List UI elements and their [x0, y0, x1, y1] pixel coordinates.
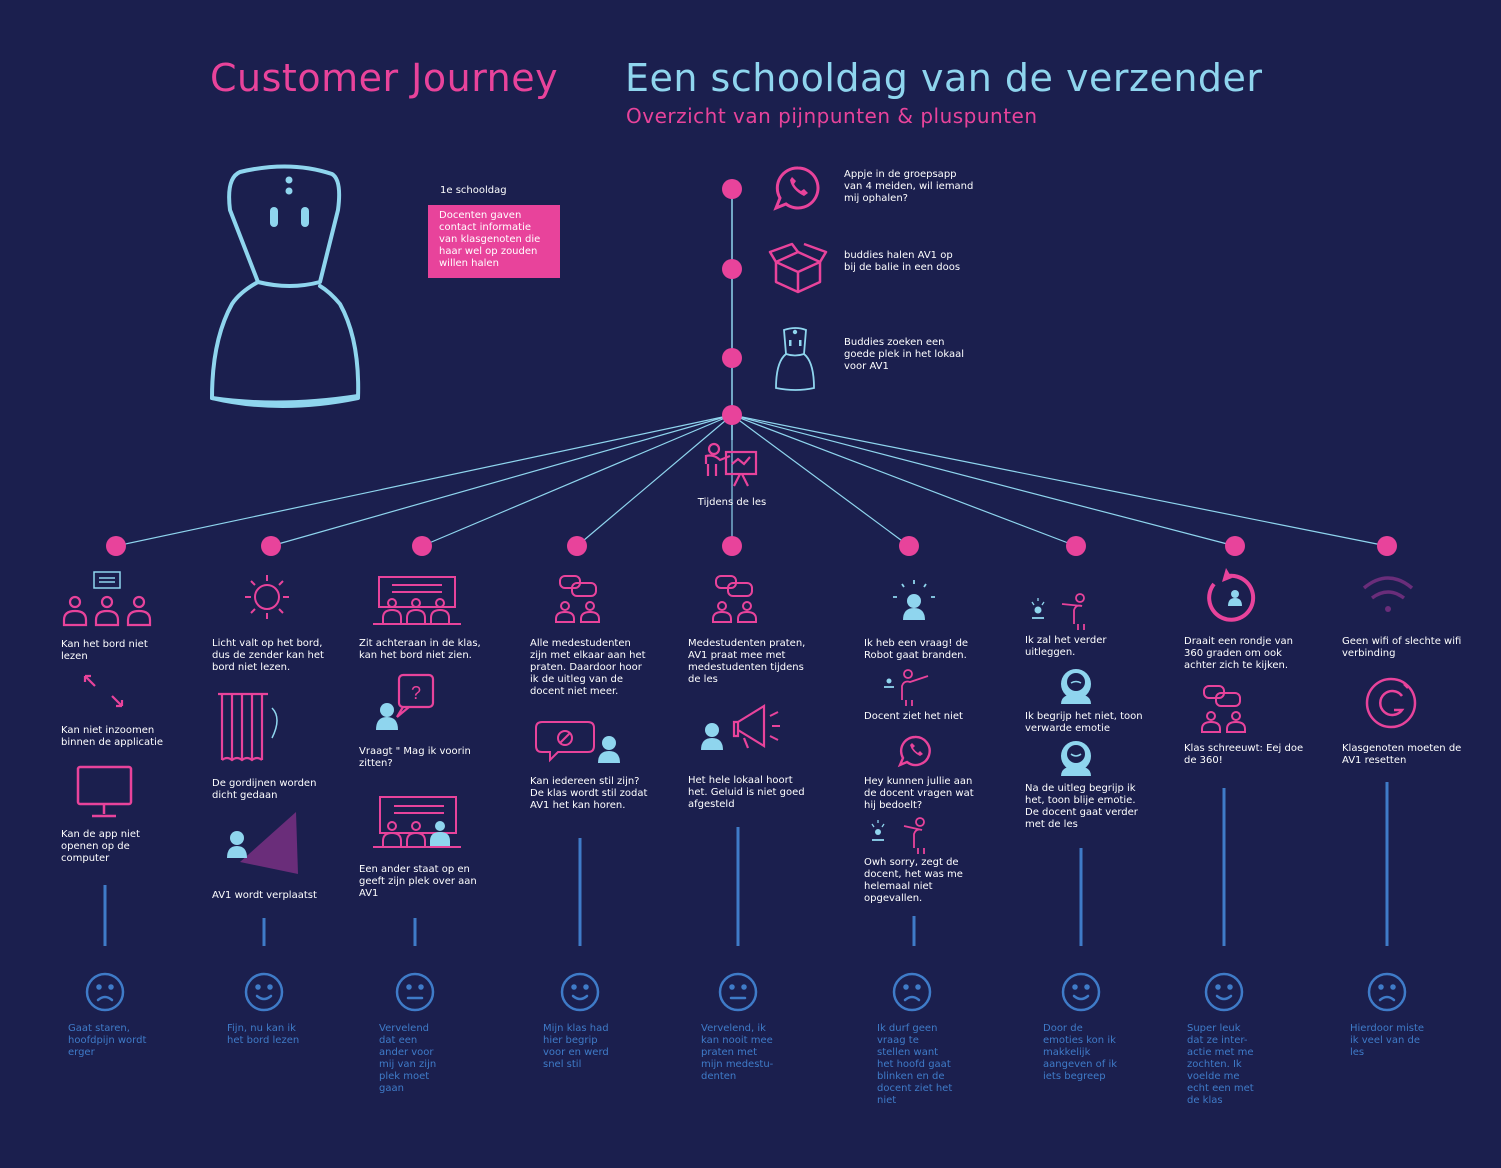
silence-icon — [535, 721, 620, 763]
mood-text: Mijn klas had hier begrip voor en werd s… — [543, 1023, 609, 1070]
mood-connectors — [103, 782, 1389, 946]
column-item: Draait een rondje van 360 graden om ook … — [1184, 636, 1293, 671]
column-item: Ik begrijp het niet, toon verwarde emoti… — [1025, 711, 1143, 734]
page-title-journey: Een schooldag van de verzender — [625, 56, 1263, 100]
column-item: Kan iedereen stil zijn? De klas wordt st… — [530, 776, 648, 811]
monitor-icon — [76, 765, 133, 818]
av1-moved-icon — [227, 812, 298, 874]
robot-icon — [775, 327, 815, 391]
page-title: Customer Journey — [210, 56, 559, 100]
column-item: AV1 wordt verplaatst — [212, 890, 317, 901]
column-dot — [412, 536, 432, 556]
mood-neutral-icon — [718, 972, 758, 1012]
column-item: Zit achteraan in de klas, kan het bord n… — [359, 638, 481, 661]
column-item: Kan de app niet openen op de computer — [61, 829, 140, 864]
mood-text: Fijn, nu kan ik het bord lezen — [227, 1023, 300, 1046]
column-item: Licht valt op het bord, dus de zender ka… — [212, 638, 324, 673]
robot-illustration — [210, 164, 361, 408]
mood-happy-icon — [1061, 972, 1101, 1012]
column-item: Geen wifi of slechte wifi verbinding — [1342, 636, 1462, 659]
classroom-front-icon — [373, 796, 461, 848]
mood-happy-icon — [1204, 972, 1244, 1012]
mood-sad-icon — [892, 972, 932, 1012]
box-icon — [768, 242, 828, 294]
mood-happy-icon — [244, 972, 284, 1012]
mood-sad-icon — [85, 972, 125, 1012]
column-dot — [899, 536, 919, 556]
column-dot — [722, 536, 742, 556]
timeline-dot — [722, 259, 742, 279]
teacher-icon — [704, 442, 758, 487]
column-item: Vraagt " Mag ik voorin zitten? — [359, 746, 471, 769]
mood-sad-icon — [1367, 972, 1407, 1012]
column-item: Hey kunnen jullie aan de docent vragen w… — [864, 776, 974, 811]
column-item: Klas schreeuwt: Eej doe de 360! — [1184, 743, 1304, 766]
robot-glow-icon — [893, 580, 935, 620]
reset-icon — [1365, 677, 1417, 729]
mood-text: Ik durf geen vraag te stellen want het h… — [877, 1023, 953, 1106]
mood-text: Hierdoor miste ik veel van de les — [1350, 1023, 1425, 1058]
page-subtitle: Overzicht van pijnpunten & pluspunten — [626, 104, 1038, 128]
mood-text: Vervelend dat een ander voor mij van zij… — [379, 1023, 437, 1094]
column-item: De gordijnen worden dicht gedaan — [212, 778, 317, 801]
chat-people-icon — [555, 575, 600, 623]
intro-box-text: Docenten gaven contact informatie van kl… — [439, 210, 541, 269]
column-dot — [1066, 536, 1086, 556]
zoom-arrows-icon — [83, 674, 124, 708]
teacher-explain-icon — [1031, 593, 1085, 630]
column-dot — [261, 536, 281, 556]
column-item: Een ander staat op en geeft zijn plek ov… — [359, 864, 477, 899]
chat-people-icon — [1201, 685, 1246, 733]
fan-lines — [115, 414, 1388, 547]
intro-label: 1e schooldag — [440, 185, 507, 196]
timeline-hub-label: Tijdens de les — [697, 497, 767, 508]
column-item: Klasgenoten moeten de AV1 resetten — [1342, 743, 1462, 766]
column-item: Docent ziet het niet — [864, 711, 963, 722]
column-item: Het hele lokaal hoort het. Geluid is nie… — [688, 775, 805, 810]
chat-people-icon — [712, 575, 757, 623]
column-item: Medestudenten praten, AV1 praat mee met … — [688, 638, 806, 685]
timeline-step-text: buddies halen AV1 op bij de balie in een… — [844, 250, 961, 273]
whatsapp-icon — [897, 735, 931, 768]
column-dot — [1225, 536, 1245, 556]
happy-face-icon — [1061, 741, 1091, 776]
people-board-icon — [62, 571, 152, 627]
timeline-step-text: Appje in de groepsapp van 4 meiden, wil … — [844, 169, 974, 204]
column-item: Ik heb een vraag! de Robot gaat branden. — [864, 638, 969, 661]
column-item: Alle medestudenten zijn met elkaar aan h… — [530, 638, 646, 697]
mood-text: Super leuk dat ze inter-actie met me zoc… — [1187, 1023, 1254, 1106]
column-dot — [1377, 536, 1397, 556]
classroom-back-icon — [373, 576, 461, 625]
mood-neutral-icon — [395, 972, 435, 1012]
question-icon: ? — [376, 673, 435, 730]
teacher-small-icon — [884, 669, 929, 706]
timeline-step-text: Buddies zoeken een goede plek in het lok… — [844, 337, 964, 372]
column-item: Kan niet inzoomen binnen de applicatie — [61, 725, 164, 748]
sun-icon — [245, 575, 289, 619]
mood-happy-icon — [560, 972, 600, 1012]
rotate-360-icon — [1207, 568, 1256, 622]
timeline-dot — [722, 348, 742, 368]
megaphone-icon — [701, 704, 780, 750]
curtains-icon — [218, 692, 278, 762]
column-dot — [106, 536, 126, 556]
teacher-small-icon — [871, 817, 925, 854]
column-item: Owh sorry, zegt de docent, het was me he… — [864, 857, 963, 904]
wifi-icon — [1362, 576, 1414, 612]
mood-text: Gaat staren, hoofdpijn wordt erger — [68, 1023, 147, 1058]
mood-text: Vervelend, ik kan nooit mee praten met m… — [701, 1023, 774, 1082]
column-item: Kan het bord niet lezen — [61, 639, 148, 662]
intro-box: Docenten gaven contact informatie van kl… — [428, 205, 560, 278]
confused-face-icon — [1061, 669, 1091, 704]
mood-text: Door de emoties kon ik makkelijk aangeve… — [1043, 1023, 1118, 1082]
timeline-hub-dot — [722, 405, 742, 425]
timeline-dot — [722, 179, 742, 199]
column-item: Na de uitleg begrijp ik het, toon blije … — [1025, 783, 1138, 830]
column-item: Ik zal het verder uitleggen. — [1025, 635, 1107, 658]
whatsapp-icon — [773, 166, 820, 211]
svg-text:?: ? — [411, 683, 421, 703]
column-dot — [567, 536, 587, 556]
